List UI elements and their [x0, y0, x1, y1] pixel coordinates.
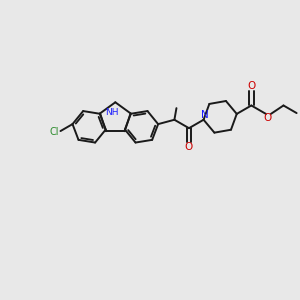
Text: O: O [247, 81, 256, 91]
Text: N: N [201, 110, 208, 120]
Text: O: O [264, 113, 272, 123]
Text: Cl: Cl [50, 127, 59, 137]
Text: NH: NH [106, 108, 119, 117]
Text: O: O [185, 142, 193, 152]
